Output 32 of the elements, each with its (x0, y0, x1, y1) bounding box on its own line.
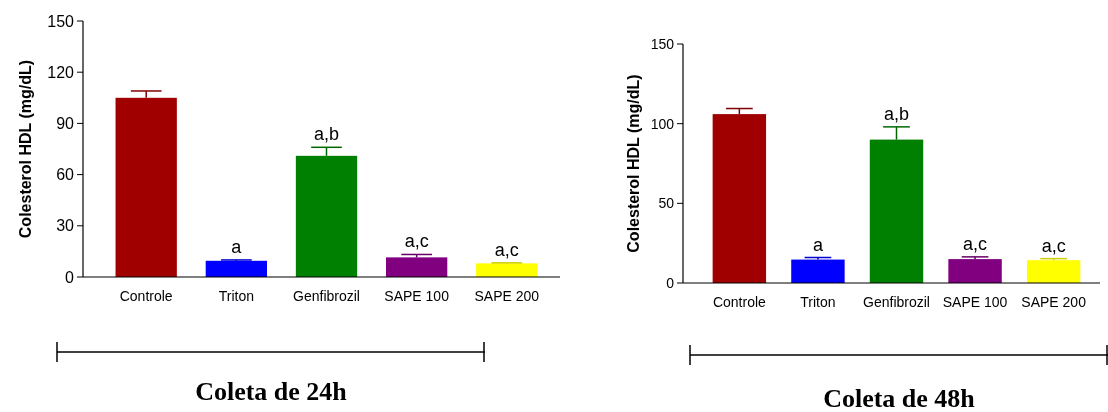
annotation: a,c (963, 233, 988, 254)
y-tick-label: 150 (650, 35, 675, 52)
y-tick-label: 50 (658, 195, 675, 212)
y-tick-label: 150 (47, 12, 75, 30)
annotation: a,c (404, 231, 429, 252)
x-tick-label: Triton (218, 288, 254, 304)
y-tick-label: 90 (56, 115, 75, 132)
annotation: a (231, 236, 243, 257)
y-tick-label: 60 (56, 166, 75, 184)
x-axis-title: Coleta de 24h (195, 377, 348, 406)
annotation: a,b (883, 103, 910, 124)
y-tick-label: 0 (666, 274, 675, 291)
y-axis-title: Colesterol HDL (mg/dL) (17, 59, 34, 239)
x-tick-label: SAPE 200 (1021, 294, 1087, 310)
x-tick-label: SAPE 200 (474, 288, 540, 304)
y-tick-label: 0 (65, 268, 75, 286)
x-tick-label: Triton (800, 294, 836, 310)
annotation: a,b (313, 124, 340, 145)
x-tick-label: SAPE 100 (942, 294, 1008, 310)
x-axis-title: Coleta de 48h (823, 384, 976, 412)
x-tick-label: Genfibrozil (293, 288, 360, 304)
y-tick-label: 100 (650, 115, 675, 132)
x-tick-label: SAPE 100 (384, 288, 450, 304)
annotation: a,c (1041, 235, 1066, 256)
x-tick-label: Controle (119, 288, 173, 304)
annotation: a,c (494, 239, 519, 260)
annotation: a (812, 234, 824, 255)
y-tick-label: 30 (56, 217, 75, 235)
y-tick-label: 120 (47, 63, 75, 81)
x-tick-label: Genfibrozil (863, 294, 930, 310)
x-tick-label: Controle (712, 294, 767, 310)
y-axis-title: Colesterol HDL (mg/dL) (625, 74, 642, 253)
